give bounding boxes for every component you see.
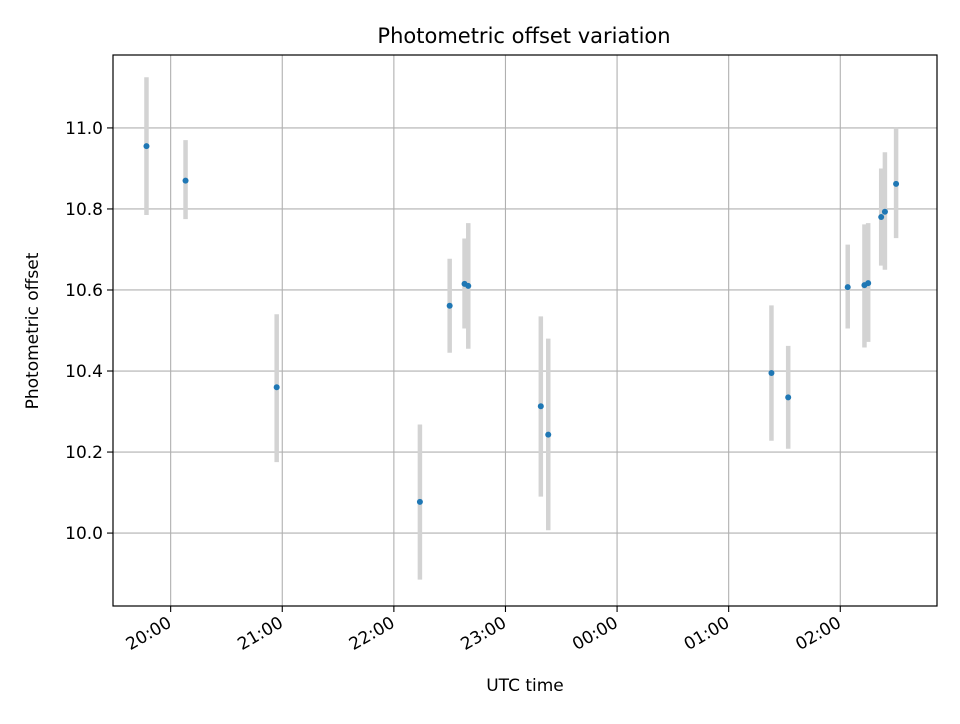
y-tick-layer: 10.0 10.2 10.4 10.6 10.8 11.0 — [65, 119, 113, 544]
data-point — [881, 208, 888, 215]
x-tick-layer: 20:00 21:00 22:00 23:00 00:00 01:00 02:00 — [123, 606, 845, 655]
x-axis-label: UTC time — [486, 676, 564, 696]
data-point — [785, 394, 792, 401]
x-tick-label: 00:00 — [569, 613, 621, 655]
x-tick-label: 02:00 — [792, 613, 844, 655]
x-tick-label: 01:00 — [681, 613, 733, 655]
data-point — [416, 498, 423, 505]
grid-layer — [113, 55, 937, 606]
data-point — [446, 302, 453, 309]
data-point — [893, 180, 900, 187]
data-point — [182, 177, 189, 184]
chart-title: Photometric offset variation — [377, 24, 670, 48]
data-point — [273, 384, 280, 391]
x-tick-label: 23:00 — [458, 613, 510, 655]
data-point — [143, 143, 150, 150]
y-tick-label: 10.2 — [65, 443, 103, 463]
y-tick-label: 11.0 — [65, 119, 103, 139]
y-axis-label: Photometric offset — [23, 252, 43, 409]
plot-frame — [112, 54, 938, 607]
x-tick-label: 21:00 — [234, 613, 286, 655]
data-point — [545, 431, 552, 438]
y-tick-label: 10.6 — [65, 281, 103, 301]
point-layer — [143, 143, 900, 505]
data-point — [768, 370, 775, 377]
x-tick-label: 22:00 — [346, 613, 398, 655]
errorbar-layer — [144, 77, 899, 580]
data-point — [844, 284, 851, 291]
x-tick-label: 20:00 — [123, 613, 175, 655]
y-tick-label: 10.0 — [65, 524, 103, 544]
data-point — [465, 282, 472, 289]
data-point — [537, 403, 544, 410]
y-tick-label: 10.4 — [65, 362, 103, 382]
data-point — [865, 280, 872, 287]
y-tick-label: 10.8 — [65, 200, 103, 220]
data-point — [878, 214, 885, 221]
